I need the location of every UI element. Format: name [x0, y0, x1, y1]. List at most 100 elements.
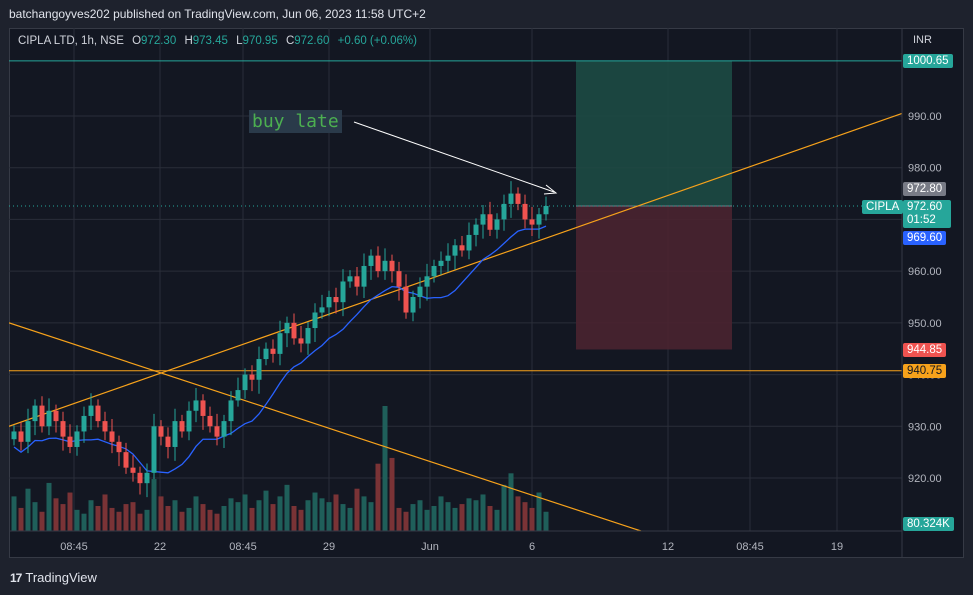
candle-body — [144, 472, 150, 484]
candle-body — [172, 421, 178, 447]
volume-bar — [165, 506, 171, 531]
candle-body — [452, 245, 458, 256]
candle-body — [494, 219, 500, 230]
volume-bar — [277, 496, 283, 531]
candle-body — [522, 203, 528, 220]
volume-bar — [214, 513, 220, 531]
volume-bar — [354, 488, 360, 531]
candle-body — [340, 281, 346, 303]
candle-body — [389, 260, 395, 272]
price-chart[interactable]: 920.00930.00940.00950.00960.00970.00980.… — [9, 28, 964, 558]
position-zones — [576, 60, 732, 350]
candle-body — [501, 203, 507, 220]
candle-body — [354, 276, 360, 287]
x-tick-label: Jun — [421, 541, 439, 553]
volume-bar — [445, 502, 451, 531]
candle-body — [11, 431, 17, 440]
arrow-head-icon — [543, 184, 558, 195]
volume-bar — [536, 492, 542, 531]
candle-body — [305, 328, 311, 344]
candle-body — [130, 467, 136, 473]
volume-bar — [95, 506, 101, 531]
currency-label[interactable]: INR — [913, 34, 932, 46]
volume-bar — [60, 504, 66, 531]
volume-bar — [291, 506, 297, 531]
volume-bar — [361, 496, 367, 531]
candle-body — [326, 297, 332, 308]
high-value: 973.45 — [192, 35, 228, 47]
candle-body — [333, 297, 339, 303]
volume-bar — [319, 498, 325, 531]
candle-body — [424, 276, 430, 287]
symbol-label: CIPLA LTD, 1h, NSE — [18, 35, 124, 47]
volume-bar — [340, 504, 346, 531]
volume-bar — [263, 490, 269, 531]
candle-body — [186, 410, 192, 432]
volume-bar — [39, 511, 45, 531]
volume-bar — [305, 500, 311, 531]
candle-body — [417, 286, 423, 297]
volume-bar — [256, 500, 262, 531]
candles — [11, 181, 549, 498]
candle-body — [200, 400, 206, 416]
candle-body — [158, 426, 164, 437]
candle-body — [242, 374, 248, 391]
volume-bar — [396, 507, 402, 531]
candle-body — [270, 348, 276, 354]
candle-body — [53, 410, 59, 422]
volume-bar — [431, 506, 437, 531]
volume-bar — [389, 457, 395, 531]
candle-body — [459, 245, 465, 251]
candle-body — [515, 193, 521, 204]
volume-bar — [144, 509, 150, 531]
volume-bars — [11, 406, 549, 531]
candle-body — [137, 472, 143, 484]
candle-body — [32, 405, 38, 422]
candle-body — [375, 255, 381, 272]
candle-body — [263, 348, 269, 360]
low-key: L — [236, 35, 243, 47]
candle-body — [46, 410, 52, 427]
x-tick-label: 12 — [662, 541, 674, 553]
ascending-trend-line — [9, 112, 903, 427]
volume-bar — [109, 507, 115, 531]
volume-bar — [326, 502, 332, 531]
last-price-tag: 972.60 01:52 — [903, 200, 951, 228]
volume-bar — [543, 511, 549, 531]
buy-late-annotation[interactable]: buy late — [249, 110, 342, 133]
candle-body — [445, 255, 451, 261]
candle-body — [228, 400, 234, 422]
candle-body — [95, 405, 101, 422]
candle-body — [221, 421, 227, 437]
candle-body — [116, 441, 122, 453]
candle-body — [81, 415, 87, 432]
candle-body — [235, 390, 241, 401]
volume-bar — [193, 496, 199, 531]
candle-body — [438, 260, 444, 266]
volume-bar — [11, 496, 17, 531]
volume-bar — [18, 507, 24, 531]
ma-line — [13, 225, 547, 474]
target-price-tag: 1000.65 — [903, 54, 953, 68]
descending-trend-line — [9, 322, 642, 532]
volume-bar — [284, 484, 290, 531]
brand-label: TradingView — [25, 570, 97, 585]
volume-bar — [123, 504, 129, 531]
volume-bar — [32, 502, 38, 531]
change-value: +0.60 (+0.06%) — [337, 35, 417, 47]
volume-bar — [207, 509, 213, 531]
candle-body — [179, 421, 185, 432]
volume-bar — [529, 507, 535, 531]
volume-bar — [480, 494, 486, 531]
candle-body — [214, 426, 220, 437]
candle-body — [361, 265, 367, 287]
candle-body — [396, 271, 402, 287]
candle-body — [39, 405, 45, 427]
high-key: H — [184, 35, 193, 47]
candle-body — [473, 224, 479, 235]
volume-bar — [53, 498, 59, 531]
candle-body — [67, 436, 73, 447]
header: batchangoyves202 published on TradingVie… — [0, 0, 973, 28]
volume-bar — [74, 509, 80, 531]
volume-bar — [242, 494, 248, 531]
